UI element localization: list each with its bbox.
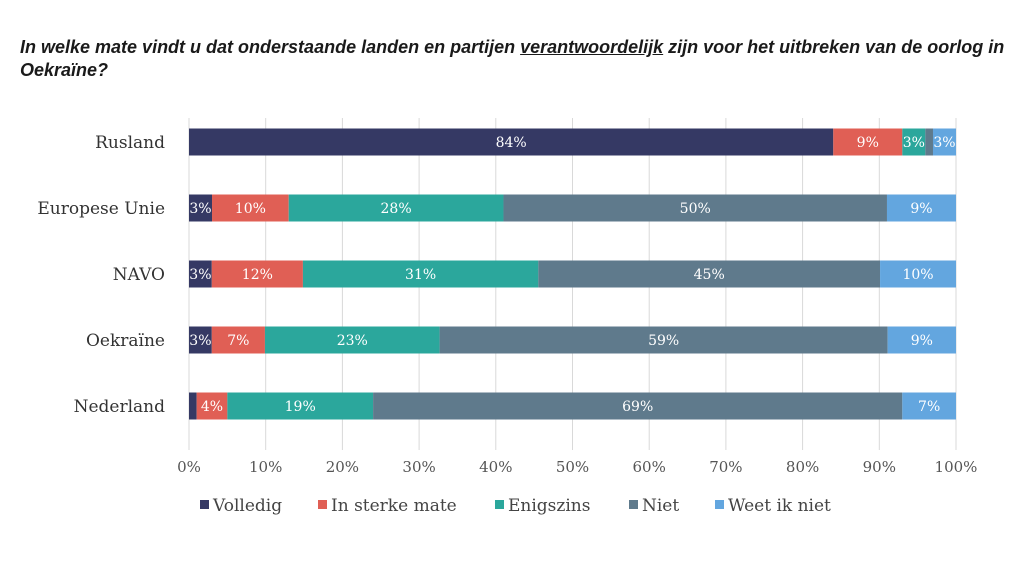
bar-navo-enigszins bbox=[302, 260, 539, 288]
category-label-nederland: Nederland bbox=[74, 397, 166, 417]
bar-europese-unie-weet-ik-niet bbox=[886, 194, 956, 222]
x-tick-label: 20% bbox=[326, 458, 359, 476]
data-label-europese-unie-volledig: 3% bbox=[189, 201, 211, 217]
data-label-europese-unie-in-sterke-mate: 10% bbox=[235, 201, 266, 217]
legend-swatch-weet-ik-niet bbox=[715, 500, 724, 509]
data-label-europese-unie-weet-ik-niet: 9% bbox=[910, 201, 932, 217]
bar-europese-unie-niet bbox=[503, 194, 887, 222]
legend-label-volledig: Volledig bbox=[212, 496, 282, 516]
bar-oekraine-weet-ik-niet bbox=[887, 326, 956, 354]
x-axis-ticks: 0% 10% 20% 30% 40% 50% 60% 70% 80% 90% 100% bbox=[177, 458, 977, 476]
bar-oekraine-niet bbox=[439, 326, 888, 354]
legend-swatch-in-sterke-mate bbox=[318, 500, 327, 509]
data-label-europese-unie-enigszins: 28% bbox=[381, 201, 412, 217]
x-tick-label: 50% bbox=[556, 458, 589, 476]
bar-europese-unie-volledig bbox=[189, 194, 213, 222]
legend-label-in-sterke-mate: In sterke mate bbox=[331, 496, 457, 516]
bar-rusland-enigszins bbox=[902, 128, 926, 156]
data-label-europese-unie-niet: 50% bbox=[680, 201, 711, 217]
data-label-navo-weet-ik-niet: 10% bbox=[902, 267, 933, 283]
category-labels: Rusland Europese Unie NAVO Oekraïne Nederlan… bbox=[37, 133, 165, 417]
x-tick-label: 60% bbox=[633, 458, 666, 476]
title-text-end: zijn voor het uitbreken van de oorlog in… bbox=[20, 37, 1005, 80]
data-label-navo-niet: 45% bbox=[694, 267, 725, 283]
bar-europese-unie-enigszins bbox=[288, 194, 504, 222]
data-label-rusland-in-sterke-mate: 9% bbox=[857, 135, 879, 151]
bar-europese-unie-in-sterke-mate bbox=[212, 194, 289, 222]
bar-navo-niet bbox=[538, 260, 881, 288]
data-label-rusland-enigszins: 3% bbox=[903, 135, 925, 151]
x-tick-label: 70% bbox=[709, 458, 742, 476]
category-label-rusland: Rusland bbox=[95, 133, 165, 153]
data-label-nederland-enigszins: 19% bbox=[285, 399, 316, 415]
category-label-europese-unie: Europese Unie bbox=[37, 199, 165, 219]
data-label-oekraine-enigszins: 23% bbox=[337, 333, 368, 349]
legend-label-niet: Niet bbox=[642, 496, 679, 516]
bar-rusland-in-sterke-mate bbox=[833, 128, 903, 156]
x-tick-label: 10% bbox=[249, 458, 282, 476]
bar-nederland-volledig bbox=[189, 392, 197, 420]
bar-navo-in-sterke-mate bbox=[211, 260, 303, 288]
legend-label-enigszins: Enigszins bbox=[508, 496, 590, 516]
bar-nederland-enigszins bbox=[227, 392, 374, 420]
bar-rusland-weet-ik-niet bbox=[932, 128, 956, 156]
bar-rusland-volledig bbox=[189, 128, 834, 156]
data-label-rusland-weet-ik-niet: 3% bbox=[933, 135, 955, 151]
data-label-nederland-in-sterke-mate: 4% bbox=[201, 399, 223, 415]
data-label-nederland-niet: 69% bbox=[622, 399, 653, 415]
x-tick-label: 100% bbox=[935, 458, 978, 476]
bar-nederland-weet-ik-niet bbox=[902, 392, 956, 420]
legend-swatch-niet bbox=[629, 500, 638, 509]
data-label-oekraine-in-sterke-mate: 7% bbox=[227, 333, 249, 349]
x-tick-label: 30% bbox=[402, 458, 435, 476]
data-label-navo-volledig: 3% bbox=[189, 267, 211, 283]
legend-swatch-enigszins bbox=[495, 500, 504, 509]
data-label-oekraine-niet: 59% bbox=[648, 333, 679, 349]
category-label-navo: NAVO bbox=[113, 265, 165, 285]
title-text-start: In welke mate vindt u dat onderstaande l… bbox=[20, 37, 521, 57]
bar-navo-weet-ik-niet bbox=[880, 260, 956, 288]
data-label-navo-enigszins: 31% bbox=[405, 267, 436, 283]
bar-oekraine-volledig bbox=[189, 326, 212, 354]
bar-nederland-in-sterke-mate bbox=[196, 392, 228, 420]
legend-label-weet-ik-niet: Weet ik niet bbox=[728, 496, 831, 516]
bar-rusland-niet bbox=[925, 128, 933, 156]
legend: Volledig In sterke mate Enigszins Niet Weet … bbox=[200, 496, 831, 516]
bars-layer: 84% 9% 3% 3% 3% 10% 28% 50% 9% 3% 12% 31% 45% 10% 3% 7%… bbox=[189, 128, 956, 420]
data-label-oekraine-volledig: 3% bbox=[189, 333, 211, 349]
legend-swatch-volledig bbox=[200, 500, 209, 509]
bar-oekraine-enigszins bbox=[264, 326, 440, 354]
chart-title: In welke mate vindt u dat onderstaande l… bbox=[20, 36, 1010, 82]
bar-nederland-niet bbox=[373, 392, 903, 420]
data-label-oekraine-weet-ik-niet: 9% bbox=[911, 333, 933, 349]
data-label-rusland-volledig: 84% bbox=[496, 135, 527, 151]
data-label-navo-in-sterke-mate: 12% bbox=[242, 267, 273, 283]
x-tick-label: 80% bbox=[786, 458, 819, 476]
category-label-oekraine: Oekraïne bbox=[86, 331, 165, 351]
x-tick-label: 40% bbox=[479, 458, 512, 476]
title-underlined-word: verantwoordelijk bbox=[520, 37, 664, 57]
bar-oekraine-in-sterke-mate bbox=[211, 326, 265, 354]
x-tick-label: 0% bbox=[177, 458, 201, 476]
x-tick-label: 90% bbox=[863, 458, 896, 476]
data-label-nederland-weet-ik-niet: 7% bbox=[918, 399, 940, 415]
bar-navo-volledig bbox=[189, 260, 212, 288]
